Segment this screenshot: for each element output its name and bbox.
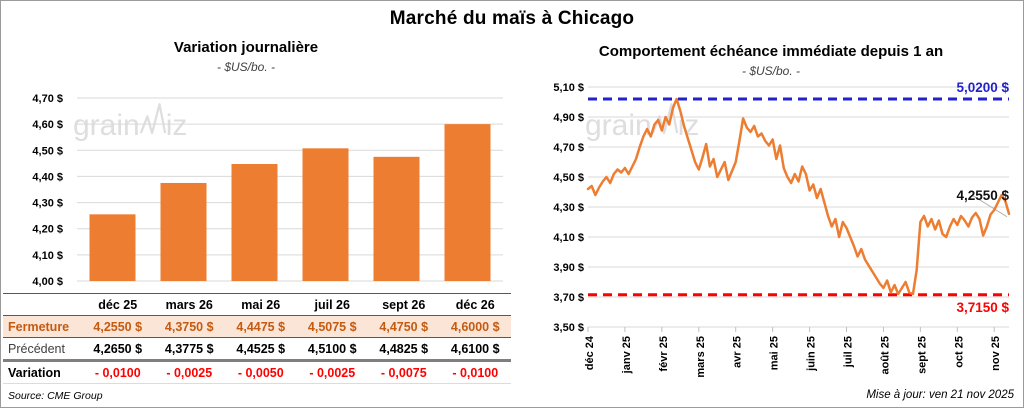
table-cell: 4,4525 $ — [236, 341, 286, 356]
table-cell: 4,5075 $ — [307, 319, 357, 334]
table-cell: - 0,0100 — [94, 365, 141, 380]
high-threshold-label: 5,0200 $ — [956, 80, 1009, 95]
table-cell: - 0,0100 — [452, 365, 499, 380]
line-chart-subtitle: - $US/bo. - — [741, 64, 801, 78]
bar-juil 26 — [302, 148, 349, 281]
y-axis-label: 3,90 $ — [553, 262, 584, 274]
table-cell: 4,4825 $ — [379, 341, 429, 356]
table-cell: 4,6000 $ — [450, 319, 500, 334]
daily-variation-bar-chart: 4,00 $ 4,10 $ 4,20 $ 4,30 $ 4,40 $ 4,50 $ 4,60… — [32, 93, 503, 288]
table-row-label: Précédent — [8, 341, 65, 356]
table-header-row: déc 25 mars 26 mai 26 juil 26 sept 26 déc 26 — [3, 293, 511, 316]
low-threshold-label: 3,7150 $ — [956, 300, 1009, 315]
x-axis-label: avr 25 — [732, 336, 744, 368]
x-axis-label: nov 25 — [990, 336, 1002, 371]
x-axis-label: sept 25 — [916, 336, 928, 374]
futures-price-table: déc 25 mars 26 mai 26 juil 26 sept 26 déc 26 F… — [3, 293, 511, 384]
price-line — [586, 97, 1011, 296]
table-cell: - 0,0025 — [166, 365, 213, 380]
table-row-label: Variation — [8, 365, 61, 380]
y-axis-label: 4,30 $ — [553, 202, 584, 214]
table-row-variation: Variation - 0,0100 - 0,0025 - 0,0050 - 0,002… — [3, 361, 511, 384]
x-axis-label: juil 25 — [843, 336, 855, 368]
page-title: Marché du maïs à Chicago — [389, 8, 635, 29]
table-cell: 4,4750 $ — [379, 319, 429, 334]
x-axis-label: oct 25 — [953, 336, 965, 368]
table-cell: 4,6100 $ — [450, 341, 500, 356]
table-corner-cell — [3, 293, 82, 316]
x-axis-label: août 25 — [879, 336, 891, 375]
y-axis-label: 4,10 $ — [32, 250, 63, 262]
y-axis-label: 4,00 $ — [32, 276, 63, 288]
update-timestamp: Mise à jour: ven 21 nov 2025 — [866, 389, 1014, 401]
table-cell: 4,2650 $ — [93, 341, 143, 356]
table-header-cell: déc 25 — [82, 293, 154, 316]
y-axis-label: 3,50 $ — [553, 322, 584, 334]
table-cell: 4,4475 $ — [236, 319, 286, 334]
table-cell: - 0,0050 — [237, 365, 284, 380]
x-axis-label: févr 25 — [658, 336, 670, 371]
y-axis-label: 5,10 $ — [553, 82, 584, 94]
y-axis-label: 3,70 $ — [553, 292, 584, 304]
bar-chart-subtitle: - $US/bo. - — [216, 60, 276, 74]
y-axis-label: 4,10 $ — [553, 232, 584, 244]
x-axis-label: janv 25 — [621, 336, 633, 374]
y-axis-label: 4,40 $ — [32, 171, 63, 183]
source-label: Source: CME Group — [8, 390, 103, 402]
front-month-line-chart: 3,50 $ 3,70 $ 3,90 $ 4,10 $ 4,30 $ 4,50 $ 4,70… — [553, 80, 1011, 378]
table-cell: - 0,0075 — [380, 365, 427, 380]
y-axis-label: 4,70 $ — [553, 142, 584, 154]
table-header-cell: mars 26 — [153, 293, 225, 316]
bar-chart-title: Variation journalière — [173, 39, 319, 56]
x-axis-label: juin 25 — [806, 336, 818, 372]
y-axis-label: 4,50 $ — [553, 172, 584, 184]
table-header-cell: sept 26 — [368, 293, 440, 316]
x-axis-label: déc 24 — [584, 335, 596, 370]
table-header-cell: juil 26 — [296, 293, 368, 316]
y-axis-label: 4,20 $ — [32, 224, 63, 236]
table-row-label: Fermeture — [8, 319, 70, 334]
y-axis-label: 4,30 $ — [32, 198, 63, 210]
bar-déc 26 — [444, 124, 491, 281]
table-cell: 4,3750 $ — [164, 319, 214, 334]
line-chart-title: Comportement échéance immédiate depuis 1… — [598, 43, 944, 60]
bar-mars 26 — [160, 182, 207, 281]
y-axis-label: 4,60 $ — [32, 119, 63, 131]
table-cell: - 0,0025 — [309, 365, 356, 380]
table-cell: 4,2550 $ — [93, 319, 143, 334]
table-cell: 4,5100 $ — [307, 341, 357, 356]
table-row-close: Fermeture 4,2550 $ 4,3750 $ 4,4475 $ 4,5075 … — [3, 315, 511, 338]
y-axis-label: 4,90 $ — [553, 112, 584, 124]
table-header-cell: mai 26 — [225, 293, 297, 316]
x-axis-label: mai 25 — [769, 336, 781, 370]
last-value-leader-line — [972, 195, 1008, 218]
last-value-label: 4,2550 $ — [956, 188, 1009, 203]
y-axis-label: 4,70 $ — [32, 93, 63, 105]
x-axis-label: mars 25 — [695, 336, 707, 378]
bar-mai 26 — [231, 164, 278, 281]
bar-déc 25 — [89, 214, 136, 281]
table-row-previous: Précédent 4,2650 $ 4,3775 $ 4,4525 $ 4,5100 … — [3, 338, 511, 361]
bar-sept 26 — [373, 156, 420, 281]
table-cell: 4,3775 $ — [164, 341, 214, 356]
table-header-cell: déc 26 — [439, 293, 511, 316]
y-axis-label: 4,50 $ — [32, 145, 63, 157]
